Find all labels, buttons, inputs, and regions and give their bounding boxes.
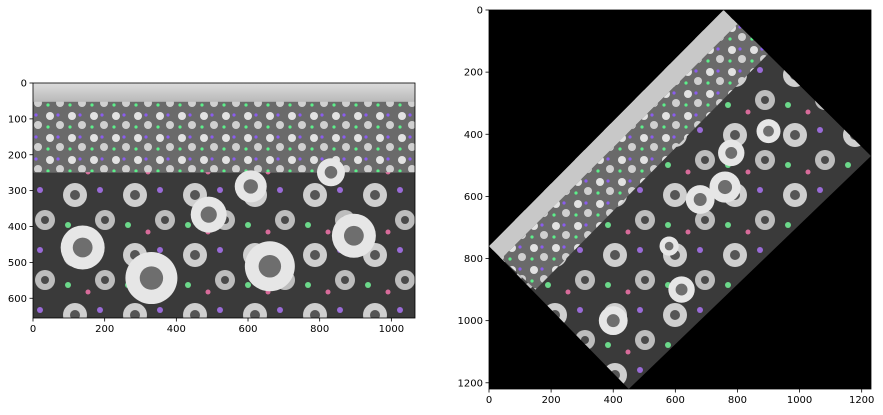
y-tick-label: 600: [464, 192, 483, 203]
y-tick-label: 0: [21, 79, 27, 90]
right-y-ticks: 0 200 400 600 800 1000 1200: [458, 6, 489, 389]
x-tick-label: 200: [95, 324, 114, 335]
x-tick-label: 1000: [379, 324, 404, 335]
y-tick-label: 600: [8, 294, 27, 305]
y-tick-label: 500: [8, 258, 27, 269]
left-y-ticks: 0 100 200 300 400 500 600: [8, 79, 33, 305]
x-tick-label: 0: [486, 395, 492, 406]
right-x-ticks: 0 200 400 600 800 1000 1200: [486, 389, 874, 406]
sunflower: [316, 158, 345, 187]
y-tick-label: 200: [8, 150, 27, 161]
sunflower: [598, 306, 628, 336]
sunflower: [756, 119, 781, 144]
x-tick-label: 1200: [849, 395, 874, 406]
y-tick-label: 100: [8, 114, 27, 125]
x-tick-label: 600: [238, 324, 257, 335]
x-tick-label: 800: [728, 395, 747, 406]
right-image: [488, 9, 872, 390]
x-tick-label: 0: [30, 324, 36, 335]
y-tick-label: 400: [8, 222, 27, 233]
y-tick-label: 800: [464, 254, 483, 265]
x-tick-label: 600: [666, 395, 685, 406]
sunflower: [659, 236, 679, 256]
axes-frame: [488, 9, 872, 390]
sunflower: [718, 139, 745, 167]
sunflower: [244, 241, 295, 292]
y-tick-label: 300: [8, 186, 27, 197]
left-x-ticks: 0 200 400 600 800 1000: [30, 318, 404, 335]
y-tick-label: 200: [464, 68, 483, 79]
sunflower: [668, 276, 695, 303]
sunflower: [685, 185, 715, 214]
left-image: [32, 82, 416, 319]
x-tick-label: 200: [542, 395, 561, 406]
x-tick-label: 800: [310, 324, 329, 335]
field-background: [33, 101, 415, 173]
right-image-axes: 0 200 400 600 800 1000 1200 0 200 400 600 800 1000 1…: [458, 6, 875, 407]
left-image-axes: 0 200 400 600 800 1000 0 100 200 300 400 500 600: [8, 79, 416, 335]
sunflower: [125, 252, 178, 305]
sky-region: [33, 83, 415, 107]
x-tick-label: 1000: [787, 395, 812, 406]
sunflower: [60, 225, 105, 270]
sunflower: [331, 213, 376, 258]
sunflower: [190, 196, 227, 233]
axes-frame: [32, 82, 416, 319]
y-tick-label: 1200: [458, 378, 483, 389]
y-tick-label: 1000: [458, 316, 483, 327]
sunflower: [709, 171, 741, 203]
x-tick-label: 400: [167, 324, 186, 335]
sunflower: [234, 170, 267, 203]
y-tick-label: 0: [477, 6, 483, 17]
y-tick-label: 400: [464, 130, 483, 141]
x-tick-label: 400: [604, 395, 623, 406]
